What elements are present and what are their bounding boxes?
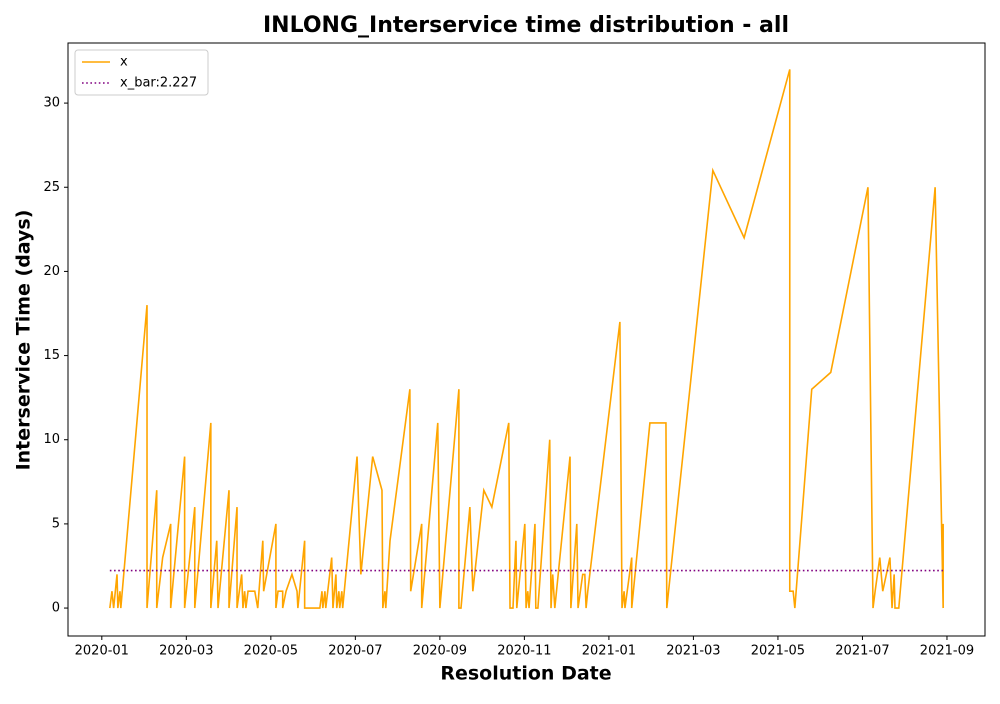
y-tick-label: 10	[43, 432, 60, 447]
x-tick-label: 2020-05	[244, 644, 298, 659]
x-tick-label: 2020-11	[497, 644, 551, 659]
x-tick-label: 2020-09	[413, 644, 467, 659]
y-tick-label: 5	[52, 516, 60, 531]
x-tick-label: 2021-07	[835, 644, 889, 659]
x-axis-label: Resolution Date	[440, 663, 611, 685]
plot-area: 0 5 10 15 20 25 30 2020-01 2020-03 2020-05 2020-07…	[43, 69, 974, 659]
x-tick-label: 2021-09	[920, 644, 974, 659]
y-tick-label: 15	[43, 348, 60, 363]
x-tick-label: 2021-01	[582, 644, 636, 659]
x-tick-label: 2021-05	[751, 644, 805, 659]
x-tick-label: 2021-03	[666, 644, 720, 659]
y-tick-label: 0	[52, 601, 60, 616]
x-tick-label: 2020-07	[328, 644, 382, 659]
legend: x x_bar:2.227	[74, 49, 209, 96]
y-tick-label: 30	[43, 96, 60, 111]
chart-title: INLONG_Interservice time distribution - …	[263, 13, 789, 38]
legend-label: x	[120, 55, 128, 70]
y-tick-label: 20	[43, 264, 60, 279]
data-line	[109, 69, 944, 609]
legend-label: x_bar:2.227	[120, 76, 197, 91]
x-tick-label: 2020-01	[75, 644, 129, 659]
y-tick-label: 25	[43, 180, 60, 195]
axes-frame	[67, 42, 986, 637]
y-axis-label: Interservice Time (days)	[13, 210, 35, 471]
x-tick-label: 2020-03	[159, 644, 213, 659]
